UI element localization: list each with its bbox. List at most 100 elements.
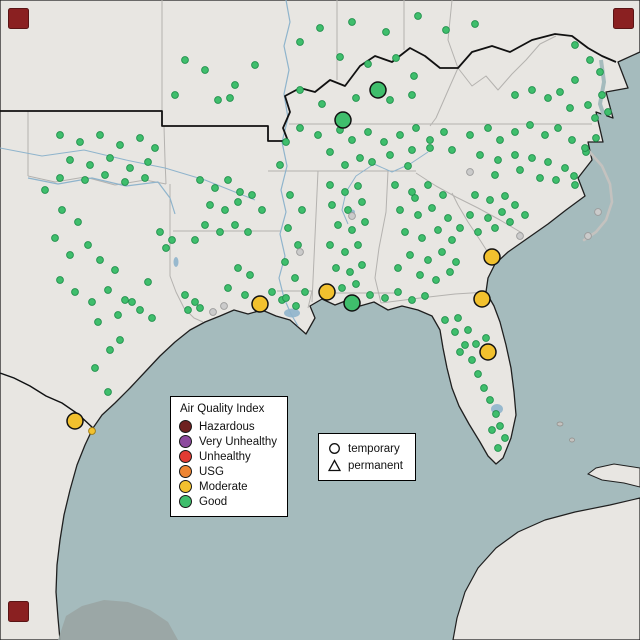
legend-item-permanent: permanent xyxy=(328,457,403,474)
station-good xyxy=(521,211,529,219)
station-good xyxy=(511,91,519,99)
station-no-data xyxy=(584,232,592,240)
station-good xyxy=(201,66,209,74)
station-good xyxy=(196,176,204,184)
station-good xyxy=(528,154,536,162)
station-good xyxy=(361,218,369,226)
station-good xyxy=(296,124,304,132)
station-good xyxy=(468,356,476,364)
station-good xyxy=(214,96,222,104)
station-good xyxy=(591,114,599,122)
station-good xyxy=(346,268,354,276)
station-good xyxy=(364,60,372,68)
station-good xyxy=(106,154,114,162)
station-moderate-large xyxy=(473,290,491,308)
station-good xyxy=(416,271,424,279)
station-good xyxy=(386,96,394,104)
station-good xyxy=(141,174,149,182)
station-good xyxy=(406,251,414,259)
symbol-legend: temporary permanent xyxy=(318,433,416,481)
station-good xyxy=(162,244,170,252)
station-good xyxy=(571,76,579,84)
outer-banks xyxy=(582,148,614,242)
station-good xyxy=(380,138,388,146)
terrain-shading xyxy=(58,600,178,640)
station-good xyxy=(358,198,366,206)
station-good xyxy=(511,151,519,159)
station-good xyxy=(501,434,509,442)
corner-marker xyxy=(613,8,634,29)
station-good xyxy=(566,104,574,112)
station-good xyxy=(456,224,464,232)
station-good xyxy=(491,171,499,179)
station-good xyxy=(326,181,334,189)
landmass-yucatan xyxy=(452,497,640,640)
station-good xyxy=(316,24,324,32)
station-good xyxy=(492,410,500,418)
station-good xyxy=(381,294,389,302)
station-good xyxy=(501,192,509,200)
station-good xyxy=(561,164,569,172)
station-good xyxy=(268,288,276,296)
station-good xyxy=(348,226,356,234)
station-good xyxy=(168,236,176,244)
corner-marker xyxy=(8,8,29,29)
station-good xyxy=(94,318,102,326)
aqi-legend-title: Air Quality Index xyxy=(180,403,265,415)
station-good xyxy=(196,304,204,312)
station-no-data xyxy=(209,308,217,316)
triangle-symbol-icon xyxy=(328,459,341,472)
station-good xyxy=(414,211,422,219)
station-good xyxy=(148,314,156,322)
station-good xyxy=(341,248,349,256)
station-good xyxy=(474,370,482,378)
station-good xyxy=(181,291,189,299)
station-good xyxy=(318,100,326,108)
station-good xyxy=(258,206,266,214)
station-good xyxy=(466,131,474,139)
station-good xyxy=(471,191,479,199)
station-good xyxy=(544,94,552,102)
station-good xyxy=(426,144,434,152)
aqi-legend: Air Quality Index Hazardous Very Unhealt… xyxy=(170,396,288,517)
station-good xyxy=(571,41,579,49)
station-good-large xyxy=(334,111,352,129)
station-good xyxy=(338,284,346,292)
station-moderate-large xyxy=(483,248,501,266)
station-good xyxy=(348,136,356,144)
station-good xyxy=(236,188,244,196)
legend-item-label: USG xyxy=(199,465,224,478)
station-good xyxy=(516,166,524,174)
station-good xyxy=(104,286,112,294)
station-good xyxy=(408,146,416,154)
station-good xyxy=(418,234,426,242)
station-good xyxy=(476,151,484,159)
station-good xyxy=(364,128,372,136)
station-good xyxy=(296,38,304,46)
station-good-large xyxy=(343,294,361,312)
station-good xyxy=(571,181,579,189)
station-good xyxy=(136,134,144,142)
region-boundary xyxy=(0,33,617,142)
station-good xyxy=(224,284,232,292)
legend-item-unhealthy: Unhealthy xyxy=(179,449,277,464)
station-good xyxy=(128,298,136,306)
station-good xyxy=(66,251,74,259)
station-good xyxy=(344,206,352,214)
legend-item-hazardous: Hazardous xyxy=(179,419,277,434)
station-good xyxy=(326,148,334,156)
station-good xyxy=(401,228,409,236)
legend-item-label: Moderate xyxy=(199,480,248,493)
station-good xyxy=(604,108,612,116)
station-no-data xyxy=(594,208,602,216)
station-good xyxy=(294,241,302,249)
station-good xyxy=(484,124,492,132)
station-good xyxy=(244,228,252,236)
station-good xyxy=(352,94,360,102)
station-good xyxy=(598,91,606,99)
station-good xyxy=(332,264,340,272)
station-good xyxy=(56,131,64,139)
station-good xyxy=(570,172,578,180)
very-unhealthy-swatch-icon xyxy=(179,435,192,448)
